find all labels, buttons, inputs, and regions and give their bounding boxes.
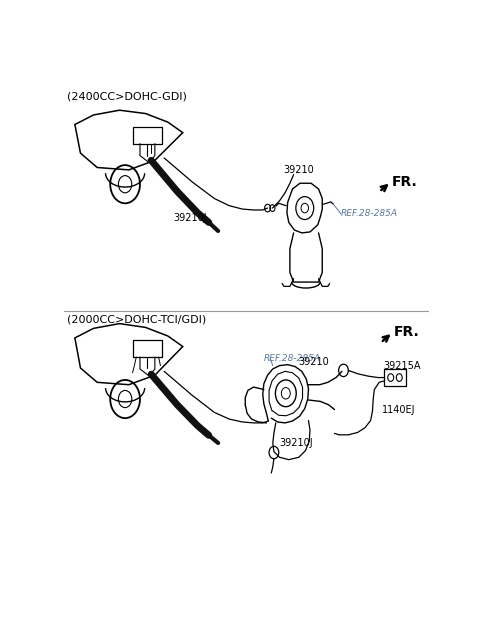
Text: FR.: FR. <box>392 175 418 189</box>
Text: 39210J: 39210J <box>173 213 207 223</box>
Text: FR.: FR. <box>394 326 420 339</box>
Text: 39210: 39210 <box>298 357 329 367</box>
Text: (2400CC>DOHC-GDI): (2400CC>DOHC-GDI) <box>67 91 187 101</box>
Text: 39215A: 39215A <box>384 361 421 371</box>
Text: REF.28-285A: REF.28-285A <box>341 210 398 218</box>
Text: 39210J: 39210J <box>279 438 313 448</box>
Text: REF.28-285A: REF.28-285A <box>264 354 321 363</box>
Text: 39210: 39210 <box>283 165 314 175</box>
Text: 1140EJ: 1140EJ <box>382 404 415 415</box>
Text: (2000CC>DOHC-TCI/GDI): (2000CC>DOHC-TCI/GDI) <box>67 314 207 324</box>
